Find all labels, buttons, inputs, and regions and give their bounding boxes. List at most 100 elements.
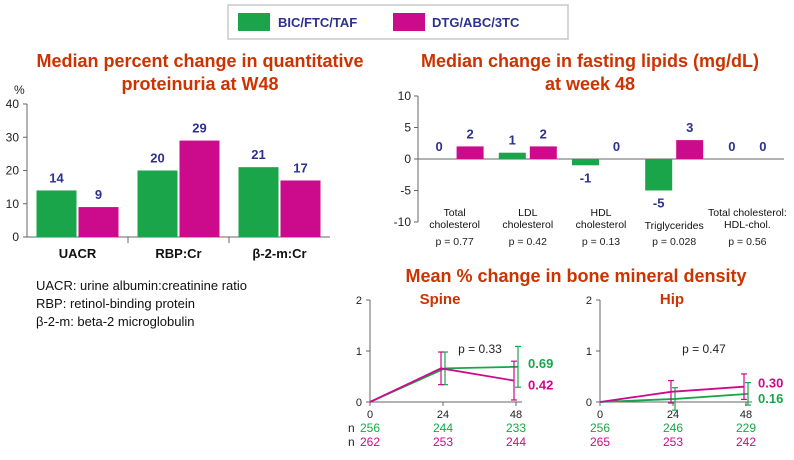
proteinuria-bar xyxy=(137,170,178,237)
hip-n-value: 242 xyxy=(736,435,756,449)
spine-xtick-label: 48 xyxy=(510,409,522,421)
lipids-category-label: Total xyxy=(444,207,466,219)
hip-n-value: 256 xyxy=(590,421,610,435)
spine-title: Spine xyxy=(420,291,461,308)
lipids-bar xyxy=(529,146,557,159)
proteinuria-ytick-label: 20 xyxy=(6,164,20,178)
spine-ytick-label: 2 xyxy=(356,295,362,307)
proteinuria-bar-label: 29 xyxy=(192,121,206,136)
legend-label-magenta: DTG/ABC/3TC xyxy=(432,15,520,30)
hip-ytick-label: 0 xyxy=(586,397,592,409)
hip-n-value: 246 xyxy=(663,421,683,435)
hip-ytick-label: 2 xyxy=(586,295,592,307)
proteinuria-title-line2: proteinuria at W48 xyxy=(121,74,278,94)
spine-ytick-label: 0 xyxy=(356,397,362,409)
lipids-category-label: HDL-chol. xyxy=(724,219,771,231)
hip-title: Hip xyxy=(660,291,684,308)
hip-xtick-label: 0 xyxy=(597,409,603,421)
spine-n-value: 262 xyxy=(360,435,380,449)
spine-xtick-label: 0 xyxy=(367,409,373,421)
spine-n-value: 233 xyxy=(506,421,526,435)
lipids-bar-label: 0 xyxy=(728,139,735,154)
lipids-ytick-label: -5 xyxy=(400,184,411,198)
lipids-category-label: cholesterol xyxy=(502,219,553,231)
lipids-ytick-label: 10 xyxy=(398,89,412,103)
hip-end-label: 0.16 xyxy=(758,391,783,406)
note-rbp: RBP: retinol-binding protein xyxy=(36,296,195,311)
note-b2m: β-2-m: beta-2 microglobulin xyxy=(36,314,194,329)
lipids-category-label: cholesterol xyxy=(576,219,627,231)
proteinuria-ytick-label: 10 xyxy=(6,197,20,211)
hip-n-value: 265 xyxy=(590,435,610,449)
lipids-bar-label: 0 xyxy=(759,139,766,154)
proteinuria-bar-label: 14 xyxy=(49,170,64,185)
lipids-bar xyxy=(676,140,704,159)
hip-xtick-label: 24 xyxy=(667,409,679,421)
lipids-ytick-label: -10 xyxy=(394,215,412,229)
lipids-title-line2: at week 48 xyxy=(545,74,635,94)
spine-n-label: n xyxy=(348,435,355,449)
spine-end-label: 0.69 xyxy=(528,356,553,371)
lipids-bar-label: 3 xyxy=(686,120,693,135)
hip-n-value: 253 xyxy=(663,435,683,449)
lipids-category-label: HDL xyxy=(590,207,611,219)
spine-n-value: 244 xyxy=(506,435,526,449)
spine-n-label: n xyxy=(348,421,355,435)
lipids-ytick-label: 0 xyxy=(404,152,411,166)
hip-pvalue: p = 0.47 xyxy=(682,342,726,356)
spine-end-label: 0.42 xyxy=(528,378,553,393)
lipids-bar xyxy=(645,159,673,191)
bmd-heading: Mean % change in bone mineral density xyxy=(405,266,746,286)
proteinuria-bar xyxy=(280,180,321,237)
lipids-bar xyxy=(498,152,526,159)
proteinuria-bar-label: 20 xyxy=(150,151,164,166)
proteinuria-category-label: RBP:Cr xyxy=(155,246,201,261)
lipids-title-line1: Median change in fasting lipids (mg/dL) xyxy=(421,51,759,71)
legend: BIC/FTC/TAF DTG/ABC/3TC xyxy=(227,4,569,40)
lipids-bar-label: -1 xyxy=(580,170,592,185)
spine-n-value: 256 xyxy=(360,421,380,435)
proteinuria-category-label: UACR xyxy=(59,246,97,261)
proteinuria-category-label: β-2-m:Cr xyxy=(252,246,306,261)
lipids-category-label: cholesterol xyxy=(429,219,480,231)
proteinuria-bar-label: 9 xyxy=(95,187,102,202)
lipids-category-label: Triglycerides xyxy=(645,220,704,232)
lipids-bar xyxy=(572,159,599,166)
lipids-bar-label: 2 xyxy=(466,126,473,141)
proteinuria-ytick-label: 0 xyxy=(12,230,19,244)
lipids-bar-label: 2 xyxy=(540,126,547,141)
proteinuria-bar xyxy=(78,207,119,237)
hip-end-label: 0.30 xyxy=(758,376,783,391)
lipids-pvalue: p = 0.13 xyxy=(582,236,620,248)
legend-swatch-green xyxy=(238,13,270,31)
lipids-pvalue: p = 0.56 xyxy=(728,236,766,248)
spine-xtick-label: 24 xyxy=(437,409,449,421)
legend-swatch-magenta xyxy=(393,13,425,31)
hip-ytick-label: 1 xyxy=(586,346,592,358)
proteinuria-bar xyxy=(238,167,279,237)
proteinuria-bar xyxy=(36,190,77,237)
note-uacr: UACR: urine albumin:creatinine ratio xyxy=(36,278,247,293)
lipids-bar-label: 0 xyxy=(613,139,620,154)
proteinuria-ylabel: % xyxy=(14,83,25,97)
hip-chart: 0 1 2 0 24 48 0.16 256 246 229 0.30 265 253 242 p = 0.… xyxy=(586,295,783,449)
lipids-bar xyxy=(456,146,484,159)
spine-n-value: 253 xyxy=(433,435,453,449)
lipids-pvalue: p = 0.028 xyxy=(652,236,696,248)
lipids-category-label: LDL xyxy=(518,207,537,219)
lipids-pvalue: p = 0.42 xyxy=(509,236,547,248)
spine-pvalue: p = 0.33 xyxy=(458,342,502,356)
lipids-pvalue: p = 0.77 xyxy=(435,236,473,248)
proteinuria-title-line1: Median percent change in quantitative xyxy=(36,51,363,71)
lipids-ytick-label: 5 xyxy=(404,121,411,135)
lipids-bar-label: 1 xyxy=(509,133,516,148)
lipids-bar-label: -5 xyxy=(653,196,665,211)
legend-label-green: BIC/FTC/TAF xyxy=(278,15,357,30)
lipids-bar-label: 0 xyxy=(435,139,442,154)
spine-ytick-label: 1 xyxy=(356,346,362,358)
proteinuria-chart: 0 10 20 30 40 14 9 UACR 20 29 RBP:Cr 21 17 β-2-m:Cr xyxy=(6,97,330,261)
proteinuria-bar xyxy=(179,140,220,237)
